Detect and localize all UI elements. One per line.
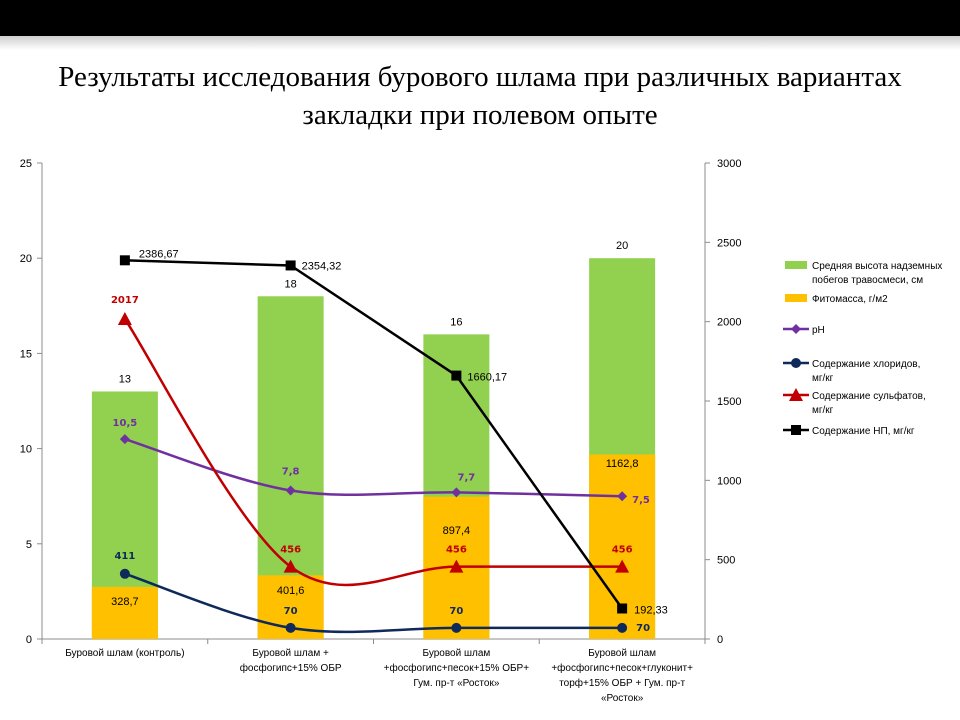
right-tick-label: 2000 [717, 317, 741, 329]
ph-point-label: 7,8 [282, 466, 300, 477]
sulfate-point-marker [449, 559, 464, 573]
category-label: торф+15% ОБР + Гум. пр-т [559, 677, 685, 689]
category-label: фосфогипс+15% ОБР [240, 662, 342, 674]
legend-label: мг/кг [812, 405, 834, 416]
sulfate-point-marker [283, 559, 298, 573]
legend-marker [791, 324, 801, 334]
petroleum-series-line [124, 259, 624, 610]
ph-point-marker [451, 487, 462, 498]
right-tick-label: 1000 [717, 475, 741, 487]
height-bar-label: 18 [285, 278, 297, 290]
phytomass-bar-label: 1162,8 [606, 458, 639, 470]
left-tick-label: 0 [26, 634, 32, 646]
sulfate-point-label: 456 [446, 545, 467, 556]
chloride-point-label: 70 [449, 606, 463, 617]
petroleum-point-marker [451, 370, 462, 381]
ph-point-marker [285, 485, 296, 496]
petroleum-point-label: 192,33 [634, 604, 668, 616]
chloride-point-label: 70 [284, 606, 298, 617]
chloride-series-line [124, 572, 623, 634]
phytomass-bar [91, 586, 158, 639]
left-tick-label: 5 [26, 539, 32, 551]
height-bar-label: 20 [616, 240, 628, 252]
legend-label: Средняя высота надземных [812, 261, 942, 272]
header-shade [0, 36, 960, 50]
ph-point-label: 10,5 [113, 418, 138, 429]
phytomass-bar-label: 401,6 [277, 585, 305, 597]
chloride-point-label: 411 [114, 551, 135, 562]
petroleum-point-label: 2354,32 [302, 260, 342, 272]
legend-label: побегов травосмеси, см [812, 274, 923, 286]
ph-point-marker [617, 491, 628, 502]
petroleum-point-marker [119, 255, 130, 266]
slide-title: Результаты исследования бурового шлама п… [0, 58, 960, 134]
phytomass-bar-label: 328,7 [111, 596, 139, 608]
slide-title-line-1: Результаты исследования бурового шлама п… [58, 61, 902, 93]
legend-label: Фитомасса, г/м2 [812, 294, 888, 305]
legend-marker [789, 388, 803, 401]
category-label: Буровой шлам + [252, 648, 329, 659]
category-label: Гум. пр-т «Росток» [413, 678, 499, 689]
legend-marker [791, 358, 801, 368]
height-bar-label: 13 [119, 373, 131, 385]
chloride-point-marker [119, 568, 130, 579]
left-tick-label: 20 [20, 253, 32, 265]
combo-chart: 0 5 10 15 20 25 0 500 1000 1500 2000 2500 3000 Бурово… [20, 158, 943, 704]
left-tick-label: 10 [20, 444, 32, 456]
legend-label: мг/кг [812, 373, 834, 384]
legend-label: Содержание НП, мг/кг [812, 426, 915, 437]
left-tick-label: 15 [20, 348, 32, 360]
right-tick-label: 3000 [717, 158, 741, 170]
chloride-point-label: 70 [636, 623, 650, 634]
legend-swatch [785, 294, 807, 302]
petroleum-point-label: 1660,17 [467, 372, 507, 384]
sulfate-point-marker [117, 311, 132, 325]
legend-label: Содержание сульфатов, [812, 390, 926, 402]
petroleum-point-label: 2386,67 [139, 248, 179, 260]
slide-title-line-2: закладки при полевом опыте [302, 99, 658, 131]
chloride-point-marker [617, 622, 628, 633]
category-label: +фосфогипс+песок+глуконит+ [551, 662, 693, 674]
header-band [0, 0, 960, 36]
category-label: Буровой шлам [422, 648, 490, 659]
height-bar-label: 16 [450, 316, 462, 328]
category-label: Буровой шлам (контроль) [65, 648, 184, 659]
sulfate-point-marker [615, 559, 630, 573]
chloride-point-marker [285, 622, 296, 633]
right-tick-label: 0 [717, 634, 723, 646]
category-label: Буровой шлам [588, 648, 656, 659]
sulfate-point-label: 456 [612, 545, 633, 556]
legend-label: рН [812, 325, 825, 336]
ph-point-label: 7,7 [458, 472, 476, 483]
phytomass-bar-label: 897,4 [443, 525, 471, 537]
chloride-point-marker [451, 622, 462, 633]
category-label: +фосфогипс+песок+15% ОБР+ [384, 662, 530, 674]
right-tick-label: 500 [717, 555, 735, 567]
ph-point-marker [119, 434, 130, 445]
sulfate-series-line [123, 318, 623, 587]
legend-swatch [785, 261, 807, 269]
petroleum-point-marker [285, 260, 296, 271]
right-tick-label: 2500 [717, 237, 741, 249]
petroleum-point-marker [617, 603, 628, 614]
legend-label: Содержание хлоридов, [812, 359, 920, 370]
sulfate-point-label: 456 [280, 545, 301, 556]
category-label: «Росток» [601, 693, 644, 704]
sulfate-point-label: 2017 [111, 295, 139, 306]
legend-marker [791, 425, 801, 435]
left-tick-label: 25 [20, 158, 32, 170]
right-tick-label: 1500 [717, 396, 741, 408]
ph-point-label: 7,5 [632, 495, 650, 506]
ph-series-line [124, 437, 623, 498]
